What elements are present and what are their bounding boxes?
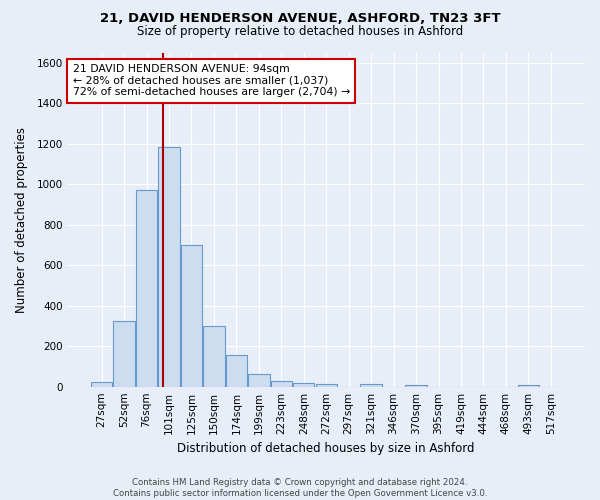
Text: 21, DAVID HENDERSON AVENUE, ASHFORD, TN23 3FT: 21, DAVID HENDERSON AVENUE, ASHFORD, TN2… [100, 12, 500, 26]
Bar [226, 356, 247, 386]
Text: 21 DAVID HENDERSON AVENUE: 94sqm
← 28% of detached houses are smaller (1,037)
72: 21 DAVID HENDERSON AVENUE: 94sqm ← 28% o… [73, 64, 350, 98]
Bar [518, 384, 539, 386]
Y-axis label: Number of detached properties: Number of detached properties [15, 126, 28, 312]
Bar [181, 245, 202, 386]
Bar [203, 326, 224, 386]
Bar [136, 190, 157, 386]
Bar [158, 146, 179, 386]
Bar [91, 382, 112, 386]
Bar [271, 380, 292, 386]
Bar [248, 374, 269, 386]
Bar [316, 384, 337, 386]
Bar [113, 321, 135, 386]
Bar [361, 384, 382, 386]
Bar [406, 384, 427, 386]
Text: Contains HM Land Registry data © Crown copyright and database right 2024.
Contai: Contains HM Land Registry data © Crown c… [113, 478, 487, 498]
X-axis label: Distribution of detached houses by size in Ashford: Distribution of detached houses by size … [178, 442, 475, 455]
Text: Size of property relative to detached houses in Ashford: Size of property relative to detached ho… [137, 25, 463, 38]
Bar [293, 382, 314, 386]
